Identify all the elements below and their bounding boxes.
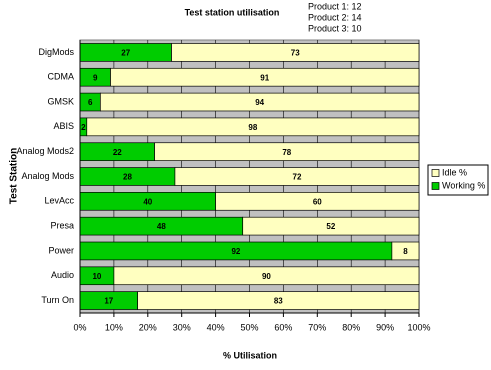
x-tick-label: 10% bbox=[105, 322, 123, 332]
data-label: 92 bbox=[231, 247, 240, 256]
data-label: 52 bbox=[326, 222, 335, 231]
bar-segment bbox=[391, 241, 420, 261]
legend-label: Idle % bbox=[442, 167, 467, 177]
y-axis-label: Test Station bbox=[9, 148, 20, 204]
data-label: 17 bbox=[104, 297, 113, 306]
x-tick-label: 80% bbox=[342, 322, 360, 332]
data-label: 90 bbox=[262, 272, 271, 281]
data-label: 8 bbox=[403, 247, 408, 256]
y-tick-label: DigMods bbox=[38, 47, 74, 57]
y-tick-label: Power bbox=[48, 245, 74, 255]
data-label: 27 bbox=[121, 49, 130, 58]
legend-swatch bbox=[431, 169, 440, 177]
y-tick-label: Audio bbox=[51, 270, 74, 280]
bar-segment bbox=[174, 167, 420, 186]
annotation: Product 3: 10 bbox=[308, 23, 362, 33]
data-label: 2 bbox=[81, 123, 86, 132]
x-axis-label: % Utilisation bbox=[223, 350, 277, 360]
data-label: 9 bbox=[93, 73, 98, 82]
data-label: 22 bbox=[113, 148, 122, 157]
x-tick-label: 50% bbox=[240, 322, 258, 332]
data-label: 10 bbox=[92, 272, 101, 281]
data-label: 94 bbox=[255, 98, 264, 107]
data-label: 73 bbox=[291, 49, 300, 58]
bar-segment bbox=[242, 216, 420, 236]
legend-swatch bbox=[431, 182, 440, 190]
bar-segment bbox=[137, 291, 420, 310]
legend-label: Working % bbox=[442, 180, 485, 190]
x-tick-label: 20% bbox=[139, 322, 157, 332]
x-tick-label: 60% bbox=[274, 322, 292, 332]
bar-segment bbox=[99, 92, 420, 112]
bar-segment bbox=[86, 117, 420, 137]
x-tick-label: 100% bbox=[407, 322, 430, 332]
data-label: 78 bbox=[282, 148, 291, 157]
y-tick-label: Analog Mods2 bbox=[16, 146, 74, 156]
y-tick-label: CDMA bbox=[48, 72, 75, 82]
data-label: 6 bbox=[88, 98, 93, 107]
data-label: 28 bbox=[123, 173, 132, 182]
y-tick-label: GMSK bbox=[47, 96, 74, 106]
data-label: 83 bbox=[274, 297, 283, 306]
x-tick-label: 30% bbox=[173, 322, 191, 332]
data-label: 91 bbox=[260, 73, 269, 82]
y-tick-label: LevAcc bbox=[44, 196, 74, 206]
x-tick-label: 0% bbox=[73, 322, 86, 332]
chart-title: Test station utilisation bbox=[185, 7, 280, 17]
data-label: 40 bbox=[143, 197, 152, 206]
data-label: 60 bbox=[313, 197, 322, 206]
y-tick-label: Analog Mods bbox=[21, 171, 74, 181]
bar-segment bbox=[171, 43, 420, 62]
annotation: Product 1: 12 bbox=[308, 1, 362, 11]
x-tick-label: 40% bbox=[207, 322, 225, 332]
bar-segment bbox=[154, 142, 420, 161]
bar-segment bbox=[215, 192, 420, 211]
x-tick-label: 90% bbox=[376, 322, 394, 332]
data-label: 48 bbox=[157, 222, 166, 231]
bar-segment bbox=[113, 266, 420, 286]
y-tick-label: Turn On bbox=[41, 295, 74, 305]
data-label: 72 bbox=[293, 173, 302, 182]
annotation: Product 2: 14 bbox=[308, 12, 362, 22]
x-tick-label: 70% bbox=[308, 322, 326, 332]
bar-segment bbox=[110, 67, 420, 87]
y-tick-label: ABIS bbox=[53, 121, 74, 131]
data-label: 98 bbox=[248, 123, 257, 132]
y-tick-label: Presa bbox=[50, 221, 74, 231]
